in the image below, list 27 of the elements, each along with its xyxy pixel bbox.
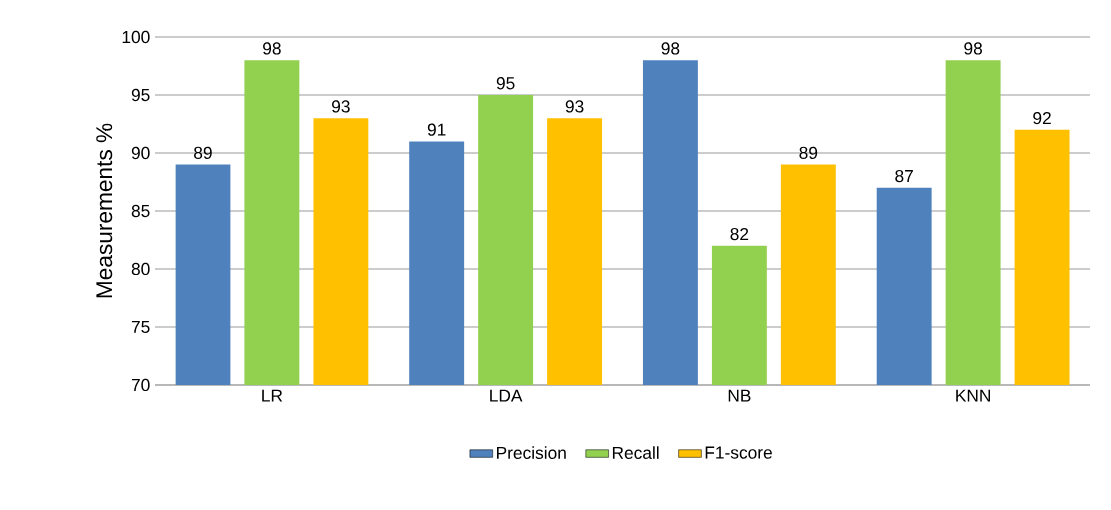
legend-label: Recall <box>612 446 659 459</box>
y-tick-label: 70 <box>131 378 150 392</box>
data-label: 93 <box>565 100 584 113</box>
data-label: 98 <box>263 42 281 55</box>
data-label: 92 <box>1033 111 1051 125</box>
y-tick-label: 95 <box>131 88 150 102</box>
x-tick-label: LR <box>262 389 283 402</box>
y-tick-label: 75 <box>131 320 150 334</box>
data-label: 98 <box>661 42 680 55</box>
x-tick-label: KNN <box>956 389 990 402</box>
y-tick-label: 80 <box>131 262 150 276</box>
data-label: 87 <box>895 169 913 183</box>
data-label: 93 <box>332 100 350 113</box>
data-label: 89 <box>194 146 212 159</box>
x-tick-label: NB <box>728 389 751 402</box>
data-label: 98 <box>964 42 982 55</box>
y-tick-label: 90 <box>131 146 150 160</box>
x-tick-label: LDA <box>490 389 523 402</box>
legend-label: F1-score <box>705 446 772 459</box>
legend-label: Precision <box>497 446 566 459</box>
y-tick-label: 85 <box>131 204 150 218</box>
data-label: 95 <box>496 77 515 90</box>
y-tick-label: 100 <box>122 30 150 44</box>
data-label: 82 <box>730 227 749 241</box>
data-label: 89 <box>799 146 818 159</box>
data-label: 91 <box>427 123 446 136</box>
y-axis-title: Measurements % <box>96 123 113 298</box>
